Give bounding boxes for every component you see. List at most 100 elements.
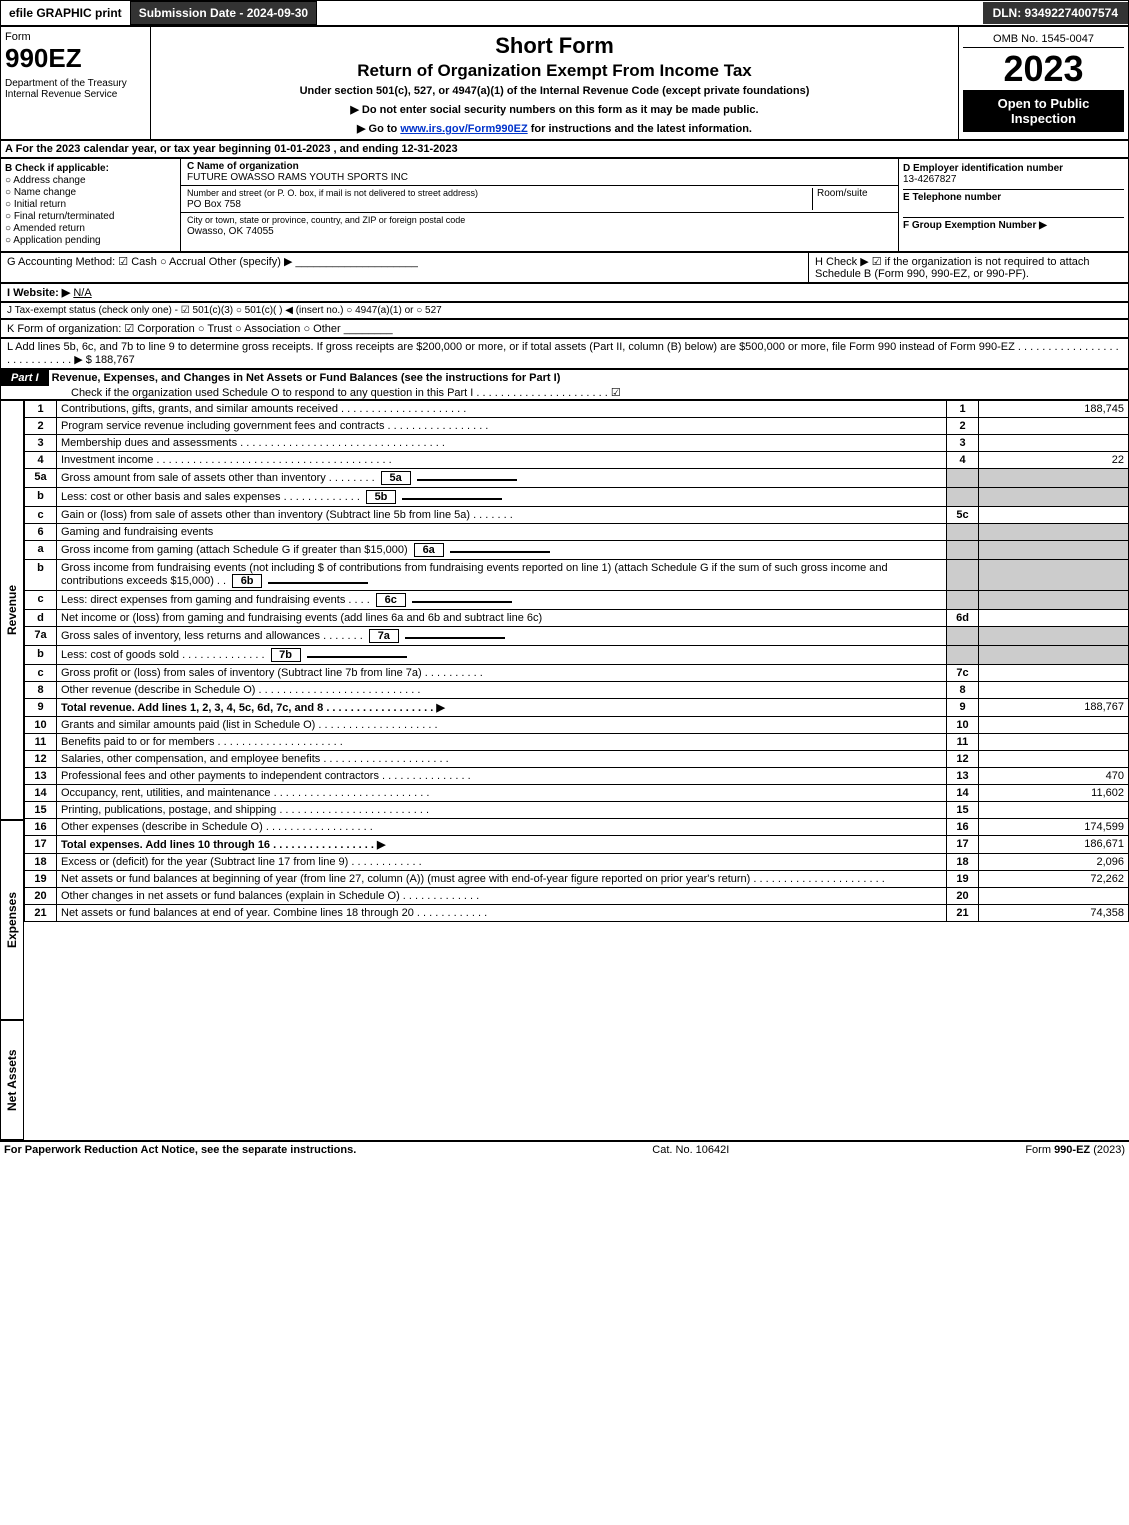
chk-amended[interactable]: Amended return <box>5 223 176 234</box>
line-18: 18Excess or (deficit) for the year (Subt… <box>25 854 1129 871</box>
line-l: L Add lines 5b, 6c, and 7b to line 9 to … <box>0 338 1129 369</box>
chk-final-return[interactable]: Final return/terminated <box>5 211 176 222</box>
line-5a: 5aGross amount from sale of assets other… <box>25 469 1129 488</box>
lines-table: 1Contributions, gifts, grants, and simil… <box>24 400 1129 922</box>
tel-hdr: E Telephone number <box>903 192 1001 203</box>
irs-link[interactable]: www.irs.gov/Form990EZ <box>400 123 527 135</box>
line-7c: cGross profit or (loss) from sales of in… <box>25 665 1129 682</box>
c-addr-row: Number and street (or P. O. box, if mail… <box>181 186 898 213</box>
line-17: 17Total expenses. Add lines 10 through 1… <box>25 836 1129 854</box>
line-10: 10Grants and similar amounts paid (list … <box>25 717 1129 734</box>
row-gh: G Accounting Method: ☑ Cash ○ Accrual Ot… <box>0 252 1129 283</box>
tax-year: 2023 <box>963 48 1124 90</box>
header-center: Short Form Return of Organization Exempt… <box>151 27 958 139</box>
website-label: I Website: ▶ <box>7 287 70 299</box>
department: Department of the Treasury Internal Reve… <box>5 78 146 100</box>
part-i-header: Part I Revenue, Expenses, and Changes in… <box>0 369 1129 400</box>
org-addr: PO Box 758 <box>187 199 241 210</box>
org-city: Owasso, OK 74055 <box>187 226 274 237</box>
omb-number: OMB No. 1545-0047 <box>963 31 1124 48</box>
chk-name-change[interactable]: Name change <box>5 187 176 198</box>
header-left: Form 990EZ Department of the Treasury In… <box>1 27 151 139</box>
addr-hdr: Number and street (or P. O. box, if mail… <box>187 188 478 198</box>
goto-line: ▶ Go to www.irs.gov/Form990EZ for instru… <box>155 122 954 135</box>
line-k: K Form of organization: ☑ Corporation ○ … <box>0 319 1129 338</box>
line-12: 12Salaries, other compensation, and empl… <box>25 751 1129 768</box>
part-i-sub: Check if the organization used Schedule … <box>1 387 621 399</box>
form-footer: Form 990-EZ (2023) <box>1025 1144 1125 1156</box>
side-labels: Revenue Expenses Net Assets <box>0 400 24 1140</box>
label-net-assets: Net Assets <box>0 1020 24 1140</box>
ein-value: 13-4267827 <box>903 174 956 185</box>
line-21: 21Net assets or fund balances at end of … <box>25 905 1129 922</box>
c-city-row: City or town, state or province, country… <box>181 213 898 239</box>
line-8: 8Other revenue (describe in Schedule O) … <box>25 682 1129 699</box>
section-bcd: B Check if applicable: Address change Na… <box>0 158 1129 252</box>
b-header: B Check if applicable: <box>5 163 109 174</box>
ssn-warning: ▶ Do not enter social security numbers o… <box>155 103 954 116</box>
org-name: FUTURE OWASSO RAMS YOUTH SPORTS INC <box>187 172 408 183</box>
group-exemption: F Group Exemption Number ▶ <box>903 220 1047 231</box>
form-header: Form 990EZ Department of the Treasury In… <box>0 26 1129 140</box>
col-c: C Name of organization FUTURE OWASSO RAM… <box>181 159 898 251</box>
dln: DLN: 93492274007574 <box>983 2 1128 24</box>
label-expenses: Expenses <box>0 820 24 1020</box>
ein-hdr: D Employer identification number <box>903 163 1063 174</box>
part-i-label: Part I <box>1 370 49 386</box>
col-b-checkboxes: B Check if applicable: Address change Na… <box>1 159 181 251</box>
footer: For Paperwork Reduction Act Notice, see … <box>0 1140 1129 1158</box>
line-6a: aGross income from gaming (attach Schedu… <box>25 541 1129 560</box>
c-name-row: C Name of organization FUTURE OWASSO RAM… <box>181 159 898 186</box>
col-d: D Employer identification number 13-4267… <box>898 159 1128 251</box>
chk-address-change[interactable]: Address change <box>5 175 176 186</box>
form-word: Form <box>5 31 146 43</box>
line-5c: cGain or (loss) from sale of assets othe… <box>25 507 1129 524</box>
line-3: 3Membership dues and assessments . . . .… <box>25 435 1129 452</box>
top-bar: efile GRAPHIC print Submission Date - 20… <box>0 0 1129 26</box>
header-right: OMB No. 1545-0047 2023 Open to Public In… <box>958 27 1128 139</box>
line-6b: bGross income from fundraising events (n… <box>25 560 1129 591</box>
city-hdr: City or town, state or province, country… <box>187 215 465 225</box>
line-13: 13Professional fees and other payments t… <box>25 768 1129 785</box>
line-16: 16Other expenses (describe in Schedule O… <box>25 819 1129 836</box>
line-9: 9Total revenue. Add lines 1, 2, 3, 4, 5c… <box>25 699 1129 717</box>
line-a: A For the 2023 calendar year, or tax yea… <box>0 140 1129 158</box>
line-6d: dNet income or (loss) from gaming and fu… <box>25 610 1129 627</box>
line-14: 14Occupancy, rent, utilities, and mainte… <box>25 785 1129 802</box>
line-4: 4Investment income . . . . . . . . . . .… <box>25 452 1129 469</box>
label-revenue: Revenue <box>0 400 24 820</box>
line-g: G Accounting Method: ☑ Cash ○ Accrual Ot… <box>1 253 808 282</box>
line-6: 6Gaming and fundraising events <box>25 524 1129 541</box>
goto-pre: ▶ Go to <box>357 123 400 135</box>
line-11: 11Benefits paid to or for members . . . … <box>25 734 1129 751</box>
efile-label: efile GRAPHIC print <box>1 2 130 24</box>
line-i: I Website: ▶ N/A <box>0 283 1129 302</box>
under-section: Under section 501(c), 527, or 4947(a)(1)… <box>155 85 954 97</box>
line-6c: cLess: direct expenses from gaming and f… <box>25 591 1129 610</box>
line-1: 1Contributions, gifts, grants, and simil… <box>25 401 1129 418</box>
line-20: 20Other changes in net assets or fund ba… <box>25 888 1129 905</box>
room-suite: Room/suite <box>812 188 892 210</box>
line-h: H Check ▶ ☑ if the organization is not r… <box>808 253 1128 282</box>
line-19: 19Net assets or fund balances at beginni… <box>25 871 1129 888</box>
form-number: 990EZ <box>5 43 146 74</box>
line-2: 2Program service revenue including gover… <box>25 418 1129 435</box>
chk-initial-return[interactable]: Initial return <box>5 199 176 210</box>
line-7b: bLess: cost of goods sold . . . . . . . … <box>25 646 1129 665</box>
open-to-public: Open to Public Inspection <box>963 90 1124 132</box>
paperwork-notice: For Paperwork Reduction Act Notice, see … <box>4 1144 356 1156</box>
short-form-title: Short Form <box>157 33 952 59</box>
return-title: Return of Organization Exempt From Incom… <box>155 61 954 81</box>
c-name-hdr: C Name of organization <box>187 161 299 172</box>
website-value: N/A <box>73 287 91 299</box>
line-15: 15Printing, publications, postage, and s… <box>25 802 1129 819</box>
lines-container: Revenue Expenses Net Assets 1Contributio… <box>0 400 1129 1140</box>
line-5b: bLess: cost or other basis and sales exp… <box>25 488 1129 507</box>
line-7a: 7aGross sales of inventory, less returns… <box>25 627 1129 646</box>
goto-post: for instructions and the latest informat… <box>531 123 752 135</box>
line-j: J Tax-exempt status (check only one) - ☑… <box>0 302 1129 319</box>
cat-no: Cat. No. 10642I <box>356 1144 1025 1156</box>
chk-app-pending[interactable]: Application pending <box>5 235 176 246</box>
submission-date: Submission Date - 2024-09-30 <box>130 1 317 25</box>
part-i-title: Revenue, Expenses, and Changes in Net As… <box>52 372 561 384</box>
